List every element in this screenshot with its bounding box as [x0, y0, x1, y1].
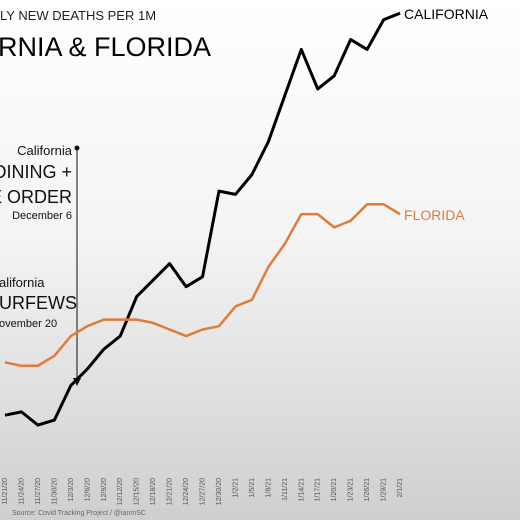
annotation-text: California	[17, 143, 73, 158]
series-label: FLORIDA	[404, 207, 465, 223]
x-tick-label: 12/27/20	[200, 478, 207, 505]
x-tick-label: 1/23/21	[348, 478, 355, 501]
x-tick-label: 12/15/20	[134, 478, 141, 505]
x-tick-label: 1/17/21	[315, 478, 322, 501]
annotation-text: URFEWS	[0, 293, 77, 313]
x-tick-label: 1/2/21	[232, 478, 239, 498]
series-line	[4, 203, 401, 367]
x-tick-label: 11/30/20	[51, 478, 58, 505]
series-label: CALIFORNIA	[404, 6, 489, 22]
x-tick-label: 12/6/20	[84, 478, 91, 501]
x-tick-label: 12/18/20	[150, 478, 157, 505]
x-tick-label: 12/24/20	[183, 478, 190, 505]
x-tick-label: 1/26/21	[364, 478, 371, 501]
chart-subtitle: RNIA & FLORIDA	[0, 32, 211, 62]
x-tick-label: 1/14/21	[298, 478, 305, 501]
x-tick-label: 11/21/20	[2, 478, 9, 505]
source: Source: Covid Tracking Project / @ianmSC	[12, 510, 146, 517]
x-tick-label: 12/30/20	[216, 478, 223, 505]
x-tick-label: 12/3/20	[68, 478, 75, 501]
series-line	[4, 11, 401, 427]
annotation-text: December 6	[12, 210, 72, 222]
x-tick-label: 11/27/20	[35, 478, 42, 505]
x-tick-label: 11/24/20	[18, 478, 25, 505]
x-tick-label: 12/9/20	[101, 478, 108, 501]
annotation-dot	[74, 145, 80, 151]
x-tick-label: 1/5/21	[249, 478, 256, 498]
annotation-text: ovember 20	[0, 318, 57, 330]
annotation-text: alifornia	[0, 275, 45, 290]
chart-title: LY NEW DEATHS PER 1M	[0, 8, 156, 23]
annotation-text: E ORDER	[0, 187, 72, 207]
x-tick-label: 12/12/20	[117, 478, 124, 505]
x-tick-label: 1/8/21	[265, 478, 272, 498]
x-tick-label: 2/1/21	[397, 478, 404, 498]
x-tick-label: 1/29/21	[381, 478, 388, 501]
x-tick-label: 1/11/21	[282, 478, 289, 501]
x-tick-label: 1/20/21	[331, 478, 338, 501]
annotation-text: DINING +	[0, 162, 72, 182]
x-tick-label: 12/21/20	[167, 478, 174, 505]
